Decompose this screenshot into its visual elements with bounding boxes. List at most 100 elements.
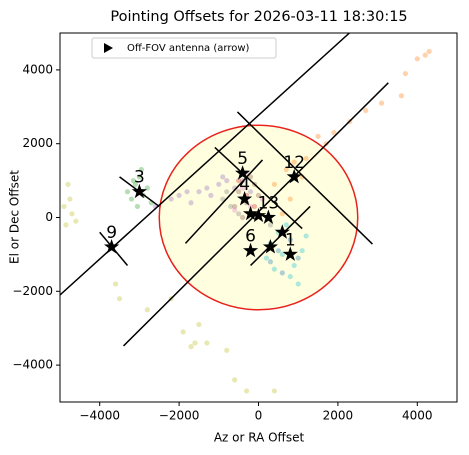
offset-point: [263, 255, 270, 261]
antenna-marker: [235, 165, 251, 180]
offset-point: [136, 174, 142, 180]
offset-point: [414, 56, 420, 62]
offset-point: [220, 196, 226, 202]
offset-point: [204, 185, 210, 191]
legend-marker: [104, 43, 113, 53]
baseline-line: [236, 111, 373, 245]
x-tick-label: −4000: [79, 409, 120, 423]
antenna-label: 1: [285, 230, 296, 250]
offset-point: [138, 166, 144, 173]
offset-point: [279, 270, 285, 276]
offset-point: [331, 130, 337, 136]
y-axis-label: El or Dec Offset: [8, 170, 22, 264]
antenna-marker: [243, 205, 259, 221]
offset-point: [259, 196, 266, 202]
x-axis-label: Az or RA Offset: [214, 431, 305, 445]
antenna-label: 5: [237, 149, 248, 169]
plot-area: 3 9 5 12 4 136 1: [60, 33, 432, 394]
offset-point: [63, 222, 69, 228]
offset-point: [303, 233, 309, 239]
offset-point: [283, 222, 289, 228]
y-tick-label: 2000: [22, 136, 53, 150]
offset-point: [144, 307, 150, 313]
offset-point: [315, 133, 321, 139]
offset-point: [134, 203, 141, 210]
offset-point: [398, 93, 405, 99]
offset-point: [116, 296, 123, 302]
offset-point: [303, 155, 309, 162]
antenna-marker: [286, 168, 302, 184]
antenna-marker: [250, 207, 267, 223]
offset-point: [228, 203, 234, 210]
x-tick-label: 2000: [323, 409, 354, 423]
antenna-label: 3: [134, 168, 145, 188]
x-tick-label: −2000: [159, 409, 200, 423]
offset-point: [279, 211, 285, 217]
offset-point: [188, 200, 194, 206]
offset-point: [188, 344, 194, 350]
antenna-marker: [282, 246, 298, 261]
offset-point: [208, 192, 214, 198]
antenna-label: 4: [239, 175, 250, 195]
offset-point: [224, 189, 230, 195]
offset-point: [192, 340, 198, 346]
antenna-marker: [104, 239, 120, 254]
legend-box: [91, 37, 277, 59]
offset-point: [236, 211, 242, 217]
offset-point: [291, 262, 297, 269]
antenna-marker: [237, 191, 253, 206]
offset-point: [271, 181, 277, 187]
offset-point: [240, 214, 246, 221]
offset-point: [426, 48, 432, 55]
offset-point: [378, 100, 385, 106]
offset-point: [299, 248, 305, 254]
offset-point: [287, 273, 293, 280]
offset-point: [204, 340, 210, 346]
offset-point: [271, 266, 277, 272]
antenna-marker: [262, 239, 278, 254]
offset-point: [236, 189, 242, 195]
offset-point: [236, 178, 242, 184]
offset-point: [69, 211, 75, 217]
antenna-marker: [131, 183, 147, 199]
antenna-label: 12: [283, 153, 305, 173]
offset-point: [61, 203, 67, 210]
offset-point: [275, 248, 281, 254]
baseline-line: [184, 159, 264, 244]
y-tick-label: −4000: [12, 358, 53, 372]
offset-point: [287, 237, 293, 243]
offset-point: [196, 321, 202, 328]
x-tick-label: 4000: [402, 409, 433, 423]
offset-point: [180, 329, 186, 335]
chart-title: Pointing Offsets for 2026-03-11 18:30:15: [110, 9, 407, 25]
offset-point: [65, 181, 71, 187]
offset-point: [124, 189, 131, 195]
offset-point: [168, 196, 174, 202]
offset-point: [422, 52, 428, 58]
offset-point: [247, 189, 254, 195]
y-tick-label: 0: [45, 210, 53, 224]
antenna-marker: [274, 224, 290, 239]
offset-point: [271, 388, 277, 394]
offset-point: [240, 185, 246, 191]
antenna-label: 9: [106, 223, 117, 243]
offset-point: [73, 218, 79, 224]
antenna-label: 6: [245, 227, 256, 247]
offset-point: [287, 196, 293, 202]
offset-point: [220, 174, 226, 180]
offset-point: [267, 222, 274, 228]
offset-point: [224, 347, 230, 353]
offset-point: [130, 178, 137, 184]
y-tick-label: −2000: [12, 284, 53, 298]
offset-point: [402, 70, 408, 77]
offset-point: [232, 377, 238, 383]
offset-point: [255, 192, 262, 198]
offset-point: [128, 196, 135, 202]
offset-point: [247, 174, 254, 180]
legend-label: Off-FOV antenna (arrow): [127, 43, 250, 54]
offset-point: [112, 281, 119, 287]
offset-point: [295, 255, 301, 261]
offset-point: [67, 196, 73, 202]
